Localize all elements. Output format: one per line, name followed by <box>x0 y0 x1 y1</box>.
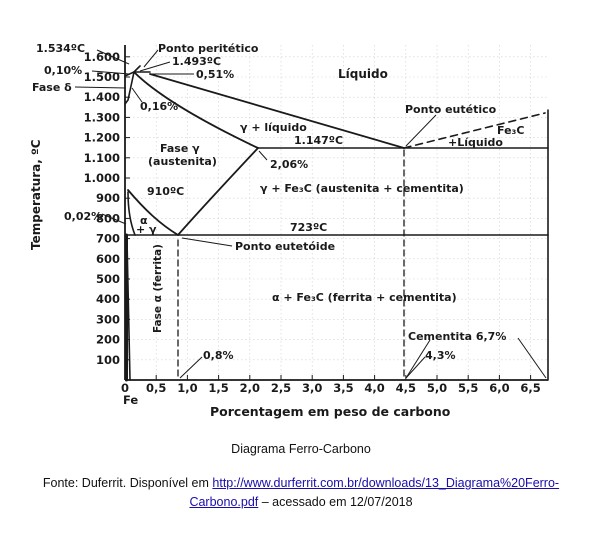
y-tick-label: 400 <box>96 292 120 306</box>
label-alpha: α <box>140 214 148 227</box>
y-tick-label: 1.300 <box>84 110 120 124</box>
x-tick-label: 0 <box>121 381 129 395</box>
acm-line <box>177 147 259 236</box>
y-tick-label: 1.100 <box>84 151 120 165</box>
x-tick-label: 6,0 <box>489 381 509 395</box>
y-tick-label: 600 <box>96 252 120 266</box>
label-fase-alpha-ferrita: Fase α (ferrita) <box>152 244 164 333</box>
x-origin-label: Fe <box>123 393 138 407</box>
y-axis-title: Temperatura, ºC <box>29 139 43 250</box>
y-tick-label: 900 <box>96 191 120 205</box>
phase-boundaries <box>124 65 549 382</box>
label-2-06pct: 2,06% <box>270 158 308 171</box>
x-tick-label: 0,5 <box>146 381 166 395</box>
diagram-labels: 1.534ºC 0,10% Fase δ Ponto peritético 1.… <box>32 42 524 362</box>
x-tick-label: 4,0 <box>364 381 384 395</box>
y-tick-label: 1.200 <box>84 131 120 145</box>
x-tick-label: 6,5 <box>520 381 540 395</box>
grid <box>125 45 548 380</box>
y-tick-label: 1.400 <box>84 90 120 104</box>
label-910c: 910ºC <box>147 185 184 198</box>
y-tick-label: 1.000 <box>84 171 120 185</box>
label-cementita: Cementita 6,7% <box>408 330 506 343</box>
y-tick-label: 700 <box>96 232 120 246</box>
x-tick-label: 5,0 <box>427 381 447 395</box>
label-0-51pct: 0,51% <box>196 68 234 81</box>
x-axis-title: Porcentagem em peso de carbono <box>210 404 451 419</box>
label-0-02pct: 0,02% <box>64 210 102 223</box>
solidus-line <box>133 71 259 149</box>
iron-carbon-phase-diagram: 0 0,5 1,0 1,5 2,0 2,5 3,0 3,5 4,0 4,5 5,0 5,5 6,0 6,5… <box>29 42 549 419</box>
y-tick-label: 800 <box>96 211 120 225</box>
label-austenita: (austenita) <box>148 155 217 168</box>
label-liquido: Líquido <box>338 67 388 81</box>
label-0-16pct: 0,16% <box>140 100 178 113</box>
x-tick-label: 2,5 <box>271 381 291 395</box>
ferrite-gamma-boundary <box>127 191 136 236</box>
x-tick-label: 5,5 <box>458 381 478 395</box>
label-1493c: 1.493ºC <box>172 55 221 68</box>
x-tick-labels: 0 0,5 1,0 1,5 2,0 2,5 3,0 3,5 4,0 4,5 5,0 5,5 6,0 6,5 <box>121 375 541 395</box>
label-gamma-fe3c: γ + Fe₃C (austenita + cementita) <box>260 182 464 195</box>
x-tick-label: 1,5 <box>208 381 228 395</box>
label-0-8pct: 0,8% <box>203 349 234 362</box>
liquidus-cementite-line <box>403 112 546 149</box>
label-ponto-eutetico: Ponto eutético <box>405 103 497 116</box>
y-tick-labels: 100 200 300 400 500 600 700 800 900 1.000 1.100 1.2… <box>84 50 130 367</box>
y-tick-label: 100 <box>96 353 120 367</box>
label-fe3c-liquido: +Líquido <box>448 136 503 149</box>
x-tick-label: 1,0 <box>177 381 197 395</box>
label-0-10pct: 0,10% <box>44 64 82 77</box>
x-tick-label: 3,5 <box>333 381 353 395</box>
y-tick-label: 500 <box>96 272 120 286</box>
source-citation: Fonte: Duferrit. Disponível em http://ww… <box>0 474 602 512</box>
label-gamma-liquido: γ + líquido <box>240 121 307 134</box>
label-4-3pct: 4,3% <box>425 349 456 362</box>
source-link-part1[interactable]: http://www.durferrit.com.br/downloads/13… <box>212 476 560 490</box>
a3-line <box>127 189 179 236</box>
x-tick-label: 2,0 <box>240 381 260 395</box>
x-tick-label: 3,0 <box>302 381 322 395</box>
source-prefix: Fonte: Duferrit. Disponível em <box>42 476 213 490</box>
liquidus-austenite-line <box>149 73 405 149</box>
label-1147c: 1.147ºC <box>294 134 343 147</box>
y-tick-label: 200 <box>96 333 120 347</box>
label-ponto-peritetico: Ponto peritético <box>158 42 259 55</box>
x-tick-label: 4,5 <box>396 381 416 395</box>
y-tick-label: 1.600 <box>84 50 120 64</box>
label-1534c: 1.534ºC <box>36 42 85 55</box>
figure-caption: Diagrama Ferro-Carbono <box>231 442 371 456</box>
label-fe3c: Fe₃C <box>497 124 524 137</box>
label-fase-gamma: Fase γ <box>160 142 200 155</box>
source-suffix: – acessado em 12/07/2018 <box>258 495 413 509</box>
label-ponto-eutetoide: Ponto eutetóide <box>235 240 335 253</box>
label-plus-gamma: + γ <box>136 223 157 236</box>
y-tick-label: 1.500 <box>84 70 120 84</box>
source-link-part2[interactable]: Carbono.pdf <box>189 495 259 509</box>
label-723c: 723ºC <box>290 221 327 234</box>
leader-lines <box>74 49 547 379</box>
y-tick-label: 300 <box>96 312 120 326</box>
label-alpha-fe3c: α + Fe₃C (ferrita + cementita) <box>272 291 457 304</box>
label-fase-delta: Fase δ <box>32 81 72 94</box>
